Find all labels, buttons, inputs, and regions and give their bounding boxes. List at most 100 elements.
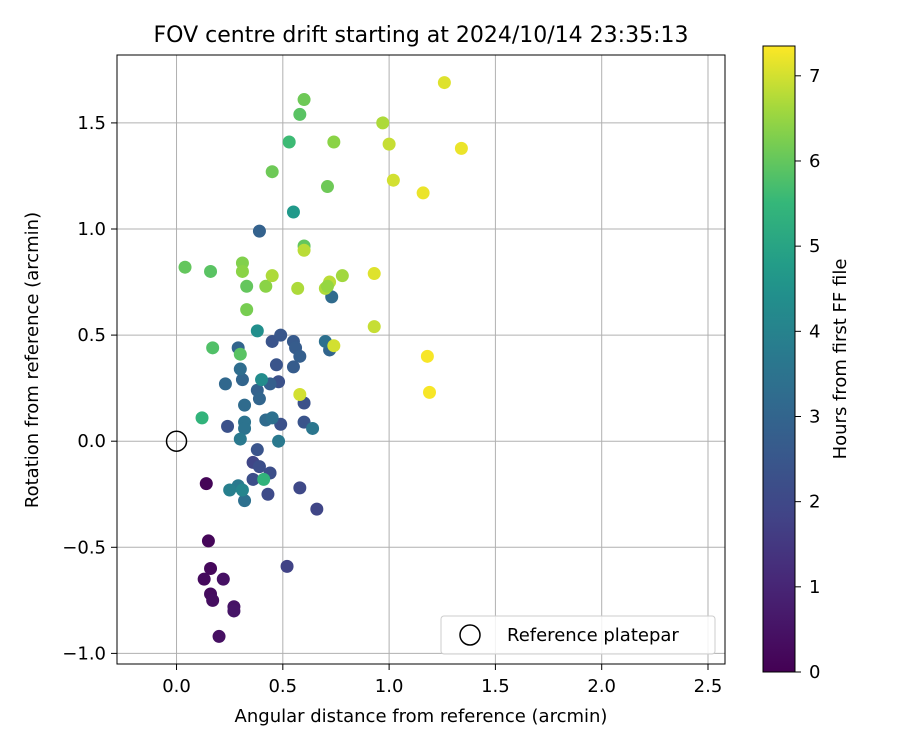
colorbar-tick-label: 6 (809, 151, 820, 172)
data-point (227, 604, 241, 618)
y-tick-label: 0.5 (77, 325, 106, 346)
data-point (250, 443, 264, 457)
data-point (238, 398, 252, 412)
data-point (269, 358, 283, 372)
plot-area (117, 55, 725, 664)
data-point (238, 494, 252, 508)
data-point (367, 320, 381, 334)
colorbar-tick-label: 4 (809, 321, 820, 342)
data-point (320, 279, 334, 293)
data-point (265, 411, 279, 425)
data-point (293, 349, 307, 363)
y-tick-label: −1.0 (62, 643, 106, 664)
x-tick-label: 1.0 (375, 676, 404, 697)
data-point (272, 434, 286, 448)
data-point (423, 385, 437, 399)
data-point (265, 269, 279, 283)
data-point (420, 349, 434, 363)
data-point (218, 377, 232, 391)
data-point (233, 362, 247, 376)
data-point (259, 279, 273, 293)
y-tick-label: 1.0 (77, 219, 106, 240)
data-point (212, 629, 226, 643)
data-point (261, 487, 275, 501)
data-point (223, 483, 237, 497)
data-point (216, 572, 230, 586)
data-point (437, 76, 451, 90)
data-point (297, 93, 311, 107)
data-point (310, 502, 324, 516)
data-point (376, 116, 390, 130)
data-point (293, 481, 307, 495)
x-tick-label: 2.5 (694, 676, 723, 697)
data-point (286, 360, 300, 374)
colorbar-tick-label: 7 (809, 66, 820, 87)
data-point (233, 347, 247, 361)
chart-title: FOV centre drift starting at 2024/10/14 … (154, 23, 689, 48)
data-point (286, 205, 300, 219)
data-point (265, 165, 279, 179)
colorbar-label: Hours from first FF file (830, 259, 851, 460)
y-axis-ticks: −1.0 −0.5 0.0 0.5 1.0 1.5 (62, 113, 117, 664)
colorbar-tick-label: 0 (809, 662, 820, 683)
data-point (252, 460, 266, 474)
data-point (197, 572, 211, 586)
x-tick-label: 0.0 (162, 676, 191, 697)
data-point (454, 141, 468, 155)
x-axis-label: Angular distance from reference (arcmin) (235, 706, 608, 727)
data-point (252, 224, 266, 238)
data-point (327, 339, 341, 353)
x-axis-ticks: 0.0 0.5 1.0 1.5 2.0 2.5 (162, 664, 722, 697)
data-point (382, 137, 396, 151)
data-point (320, 180, 334, 194)
grid-lines (117, 55, 725, 664)
reference-marker (165, 430, 188, 452)
data-point (204, 264, 218, 278)
data-point (233, 432, 247, 446)
data-point (221, 419, 235, 433)
colorbar-tick-label: 2 (809, 492, 820, 513)
data-point (240, 279, 254, 293)
data-point (199, 477, 213, 491)
y-tick-label: 0.0 (77, 431, 106, 452)
colorbar-tick-label: 3 (809, 406, 820, 427)
x-tick-label: 1.5 (481, 676, 510, 697)
legend: Reference platepar (440, 615, 716, 655)
plot-frame (116, 54, 726, 665)
data-point (206, 341, 220, 355)
data-point (327, 135, 341, 149)
data-point (306, 421, 320, 435)
data-point (274, 328, 288, 342)
legend-box (440, 615, 716, 655)
colorbar-frame (762, 45, 796, 673)
data-point (250, 324, 264, 338)
data-point (291, 281, 305, 295)
x-tick-label: 0.5 (268, 676, 297, 697)
data-point (280, 559, 294, 573)
data-point (282, 135, 296, 149)
y-tick-label: 1.5 (77, 113, 106, 134)
colorbar-tick-label: 5 (809, 236, 820, 257)
data-point (335, 269, 349, 283)
data-point (293, 388, 307, 402)
x-tick-label: 2.0 (587, 676, 616, 697)
data-point (257, 472, 271, 486)
colorbar-tick-label: 1 (809, 577, 820, 598)
colorbar-gradient (763, 46, 795, 672)
data-point (195, 411, 209, 425)
legend-marker (459, 624, 481, 646)
data-point (386, 173, 400, 187)
data-point (255, 373, 269, 387)
data-point (297, 243, 311, 257)
data-point (252, 392, 266, 406)
data-point (178, 260, 192, 274)
data-point (293, 107, 307, 121)
data-point (416, 186, 430, 200)
legend-label: Reference platepar (507, 625, 679, 646)
colorbar: 0 1 2 3 4 5 6 7 Hours from first FF file (762, 45, 851, 683)
data-point (206, 593, 220, 607)
data-point (238, 421, 252, 435)
data-point (235, 373, 249, 387)
data-point (201, 534, 215, 548)
